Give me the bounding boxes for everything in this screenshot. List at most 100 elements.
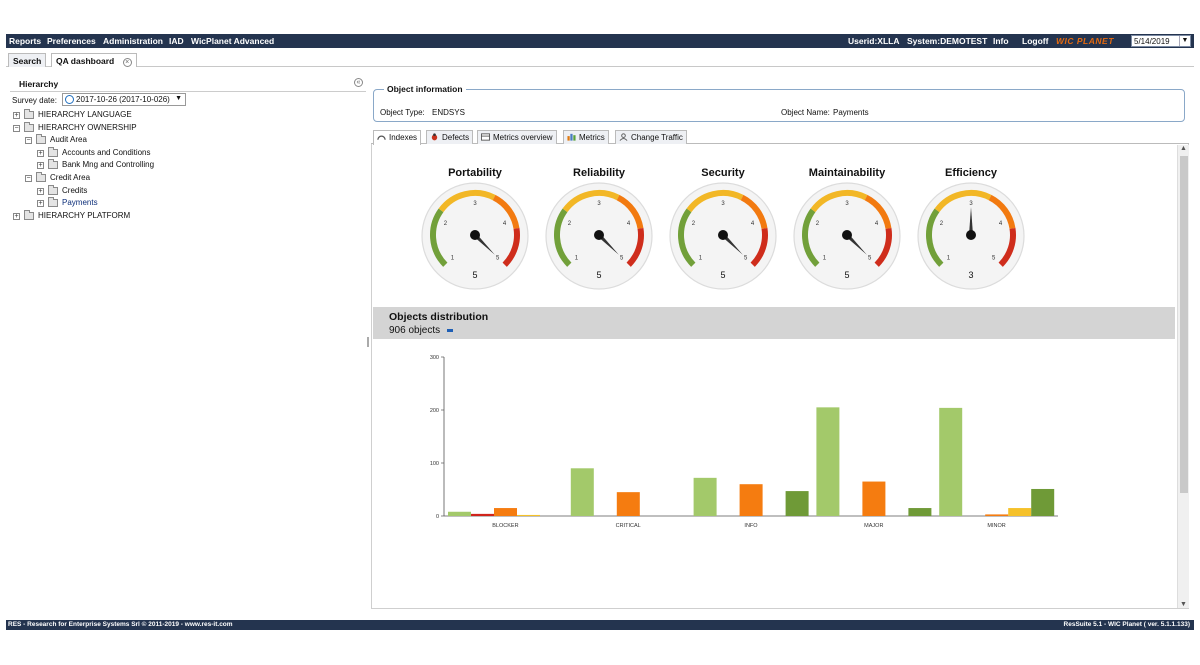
- tab-indexes[interactable]: Indexes: [373, 130, 422, 145]
- collapse-node-icon[interactable]: −: [13, 125, 20, 132]
- gauge-tick-label: 4: [999, 221, 1003, 227]
- bar-info[interactable]: [739, 484, 763, 516]
- menu-reports[interactable]: Reports: [9, 36, 42, 46]
- bar-minor[interactable]: [1008, 508, 1032, 516]
- gauge-tick-label: 5: [868, 256, 872, 262]
- date-select[interactable]: 5/14/2019 ▼: [1131, 35, 1191, 47]
- menu-info[interactable]: Info: [993, 36, 1009, 46]
- gauge-hub: [594, 230, 604, 240]
- collapse-icon[interactable]: «: [354, 78, 363, 87]
- tab-qa-dashboard[interactable]: QA dashboard ×: [51, 53, 137, 67]
- distribution-header: Objects distribution 906 objects: [373, 307, 1175, 339]
- brand-logo: WIC PLANET: [1056, 36, 1114, 46]
- expand-icon[interactable]: +: [37, 188, 44, 195]
- gauge-value: 3: [968, 270, 973, 280]
- gauge-tick-label: 1: [451, 256, 455, 262]
- tab-change-traffic[interactable]: Change Traffic: [615, 130, 687, 144]
- gauge-tick-label: 3: [845, 201, 849, 207]
- chevron-down-icon[interactable]: ▼: [1179, 36, 1190, 46]
- gauge-band: [554, 208, 572, 267]
- tab-metrics-overview[interactable]: Metrics overview: [477, 130, 557, 144]
- menu-iad[interactable]: IAD: [169, 36, 184, 46]
- bar-critical[interactable]: [616, 492, 640, 516]
- tree-node-label: Bank Mng and Controlling: [62, 160, 155, 169]
- gauge-band: [740, 194, 768, 230]
- tab-search[interactable]: Search: [8, 53, 47, 67]
- folder-icon: [48, 197, 58, 207]
- bar-minor[interactable]: [939, 407, 963, 516]
- gauge-tick-label: 2: [940, 221, 944, 227]
- distribution-title: Objects distribution: [389, 311, 489, 323]
- bar-blocker[interactable]: [471, 513, 494, 516]
- gauge-tick-label: 2: [692, 221, 696, 227]
- bar-major[interactable]: [816, 407, 840, 516]
- bar-minor[interactable]: [1031, 488, 1055, 516]
- menu-administration[interactable]: Administration: [103, 36, 163, 46]
- close-icon[interactable]: ×: [122, 58, 132, 67]
- menu-wicplanet-advanced[interactable]: WicPlanet Advanced: [191, 36, 275, 46]
- gauge-tick-label: 5: [496, 256, 500, 262]
- object-name-value: Payments: [833, 108, 869, 117]
- expand-icon[interactable]: +: [37, 150, 44, 157]
- bar-major[interactable]: [862, 481, 886, 516]
- object-name-label: Object Name:: [781, 108, 830, 117]
- dashboard-subtabs: Indexes Defects Metrics overview Metrics…: [371, 129, 1189, 145]
- gauge-band: [492, 194, 520, 230]
- hierarchy-title: Hierarchy: [19, 79, 59, 89]
- survey-date-select[interactable]: 2017-10-26 (2017-10-026) ▼: [62, 93, 186, 106]
- tree-node-label: HIERARCHY PLATFORM: [38, 211, 131, 220]
- bar-blocker[interactable]: [448, 511, 471, 516]
- object-type-label: Object Type:: [380, 108, 425, 117]
- expand-icon[interactable]: +: [37, 200, 44, 207]
- gauge-value: 5: [844, 270, 849, 280]
- bar-blocker[interactable]: [517, 514, 540, 516]
- tab-metrics[interactable]: Metrics: [563, 130, 609, 144]
- folder-icon: [24, 122, 34, 132]
- vertical-scrollbar[interactable]: ▲ ▼: [1177, 145, 1189, 608]
- tab-indexes-label: Indexes: [389, 133, 418, 142]
- menu-bar: Reports Preferences Administration IAD W…: [6, 34, 1194, 48]
- bar-blocker[interactable]: [494, 508, 517, 516]
- scrollbar-thumb[interactable]: [1180, 156, 1188, 493]
- scroll-down-icon[interactable]: ▼: [1180, 601, 1187, 608]
- bar-info[interactable]: [785, 491, 809, 516]
- expand-icon[interactable]: +: [37, 162, 44, 169]
- scroll-up-icon[interactable]: ▲: [1180, 145, 1187, 152]
- bar-info[interactable]: [693, 477, 717, 516]
- gauge-tick-label: 3: [597, 201, 601, 207]
- tree-node-label: HIERARCHY OWNERSHIP: [38, 123, 137, 132]
- collapse-node-icon[interactable]: −: [25, 175, 32, 182]
- gauges-area: 1 2 3 4 5 5 1 2 3 4 5 5 1 2 3 4 5 5 1 2 3 4 5 5 1 2 3 4 5 3: [421, 182, 1025, 290]
- expand-icon[interactable]: +: [13, 112, 20, 119]
- userid-label: Userid:XLLA: [848, 36, 900, 46]
- tab-change-traffic-label: Change Traffic: [631, 133, 683, 142]
- gauge-reliability: 1 2 3 4 5 5: [545, 182, 653, 290]
- expand-icon[interactable]: +: [13, 213, 20, 220]
- survey-date-value: 2017-10-26 (2017-10-026): [76, 95, 170, 104]
- menu-logoff[interactable]: Logoff: [1022, 36, 1049, 46]
- gauge-hub: [842, 230, 852, 240]
- gauge-maintainability: 1 2 3 4 5 5: [793, 182, 901, 290]
- tab-defects[interactable]: Defects: [426, 130, 474, 144]
- gauge-efficiency: 1 2 3 4 5 3: [917, 182, 1025, 290]
- bar-critical[interactable]: [570, 468, 594, 516]
- hierarchy-panel: Hierarchy « Survey date: 2017-10-26 (201…: [8, 72, 368, 616]
- panel-splitter[interactable]: [367, 337, 369, 347]
- gauge-tick-label: 2: [444, 221, 448, 227]
- menu-preferences[interactable]: Preferences: [47, 36, 96, 46]
- gauge-band: [988, 194, 1016, 230]
- bar-minor[interactable]: [985, 514, 1009, 516]
- gauge-needle: [473, 233, 495, 255]
- gauge-tick-label: 1: [947, 256, 951, 262]
- collapse-node-icon[interactable]: −: [25, 137, 32, 144]
- distribution-chart: 0 100 200 300 BLOCKER CRITICAL INFO MAJOR MINOR: [430, 355, 1058, 529]
- gauge-band: [926, 208, 944, 267]
- gauge-tick-label: 5: [744, 256, 748, 262]
- x-tick-label: MINOR: [987, 523, 1005, 529]
- bar-major[interactable]: [908, 508, 932, 516]
- minus-icon[interactable]: [447, 329, 453, 332]
- gauge-needle: [845, 233, 867, 255]
- gauge-tick-label: 4: [751, 221, 755, 227]
- gauge-portability: 1 2 3 4 5 5: [421, 182, 529, 290]
- gauge-title-maintainability: Maintainability: [808, 167, 886, 179]
